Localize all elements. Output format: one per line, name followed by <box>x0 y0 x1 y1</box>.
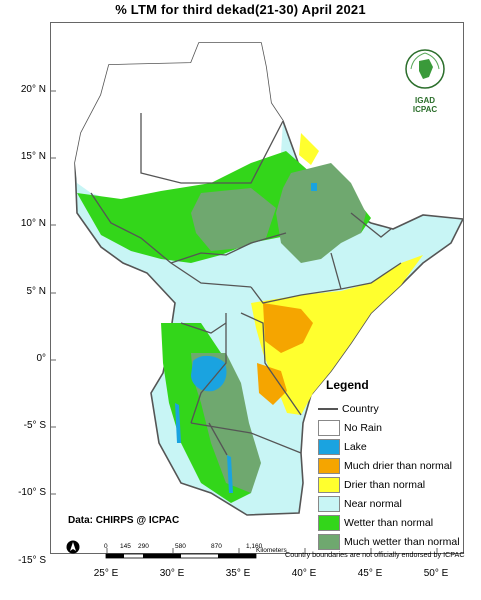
legend-label: Near normal <box>344 497 402 510</box>
drier-zone <box>251 255 423 415</box>
data-source-note: Data: CHIRPS @ ICPAC <box>68 515 180 526</box>
logo-icpac-text: ICPAC <box>412 105 438 114</box>
scale-tick-290: 290 <box>138 543 149 550</box>
lon-label-25e: 25° E <box>93 568 119 579</box>
legend-row-3: Drier than normal <box>318 476 478 493</box>
legend-label-country: Country <box>342 402 379 415</box>
lat-label-15n: 15° N <box>20 151 46 162</box>
legend-label: Wetter than normal <box>344 516 434 529</box>
lake-tanganyika <box>175 403 181 443</box>
lake-malawi <box>227 455 233 493</box>
scale-tick-0: 0 <box>104 543 108 550</box>
much-wetter-sudan <box>191 188 276 251</box>
disclaimer: Country boundaries are not officially en… <box>285 550 465 559</box>
scale-tick-1160: 1,160 <box>246 543 263 550</box>
rainfall-map <box>51 42 463 553</box>
legend-swatch <box>318 495 340 512</box>
scale-unit: Kilometers <box>256 547 287 554</box>
legend-label: Lake <box>344 440 367 453</box>
legend-row-2: Much drier than normal <box>318 457 478 474</box>
legend-swatch <box>318 514 340 531</box>
scale-tick-145: 145 <box>120 543 131 550</box>
lat-label-10s: -10° S <box>18 487 46 498</box>
lake-tana <box>311 183 317 191</box>
logo-igad-text: IGAD <box>415 96 435 105</box>
legend-row-0: No Rain <box>318 419 478 436</box>
lat-label-0: 0° <box>36 353 46 364</box>
lat-label-15s: -15° S <box>18 555 46 566</box>
country-borders <box>90 113 402 456</box>
much-drier-tz <box>257 363 287 405</box>
legend-row-country: Country <box>318 400 478 417</box>
lat-label-10n: 10° N <box>20 218 46 229</box>
lake-victoria <box>191 355 227 392</box>
map-title: % LTM for third dekad(21-30) April 2021 <box>115 2 366 17</box>
drier-east-somalia <box>299 133 319 165</box>
lon-label-40e: 40° E <box>291 568 317 579</box>
legend-swatch <box>318 419 340 436</box>
legend-label: Much wetter than normal <box>344 535 460 548</box>
much-drier-kenya <box>263 303 313 353</box>
lat-label-5s: -5° S <box>23 420 46 431</box>
no-rain-zone <box>75 43 283 203</box>
legend-swatch <box>318 438 340 455</box>
legend-swatch <box>318 457 340 474</box>
lon-label-50e: 50° E <box>423 568 449 579</box>
legend-row-4: Near normal <box>318 495 478 512</box>
lon-label-35e: 35° E <box>225 568 251 579</box>
scale-bar-graphic <box>105 553 257 559</box>
legend-row-6: Much wetter than normal <box>318 533 478 550</box>
legend: Legend Country No Rain Lake Much drier tha… <box>318 378 478 552</box>
legend-row-5: Wetter than normal <box>318 514 478 531</box>
much-wetter-ethiopia <box>276 163 366 263</box>
map-frame <box>50 22 464 554</box>
legend-items: No Rain Lake Much drier than normal Drier t… <box>318 419 478 550</box>
legend-swatch <box>318 533 340 550</box>
legend-row-1: Lake <box>318 438 478 455</box>
legend-label: No Rain <box>344 421 382 434</box>
scale-tick-870: 870 <box>211 543 222 550</box>
lon-label-45e: 45° E <box>357 568 383 579</box>
country-line-icon <box>318 407 338 410</box>
lon-label-30e: 30° E <box>159 568 185 579</box>
scale-tick-580: 580 <box>175 543 186 550</box>
legend-label: Much drier than normal <box>344 459 452 472</box>
legend-title: Legend <box>326 378 369 392</box>
legend-swatch <box>318 476 340 493</box>
north-arrow-icon <box>66 540 80 554</box>
igad-emblem-icon <box>405 49 445 89</box>
lat-label-5n: 5° N <box>26 286 46 297</box>
igad-icpac-logo: IGAD ICPAC <box>403 47 447 114</box>
lat-label-20n: 20° N <box>20 84 46 95</box>
legend-label: Drier than normal <box>344 478 426 491</box>
